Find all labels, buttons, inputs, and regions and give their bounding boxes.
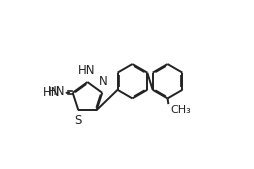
Text: HN: HN xyxy=(77,64,95,77)
Text: S: S xyxy=(74,114,81,127)
Text: CH₃: CH₃ xyxy=(169,105,190,115)
Text: HN: HN xyxy=(48,86,65,99)
Text: HN: HN xyxy=(43,86,60,99)
Text: N: N xyxy=(98,75,107,88)
